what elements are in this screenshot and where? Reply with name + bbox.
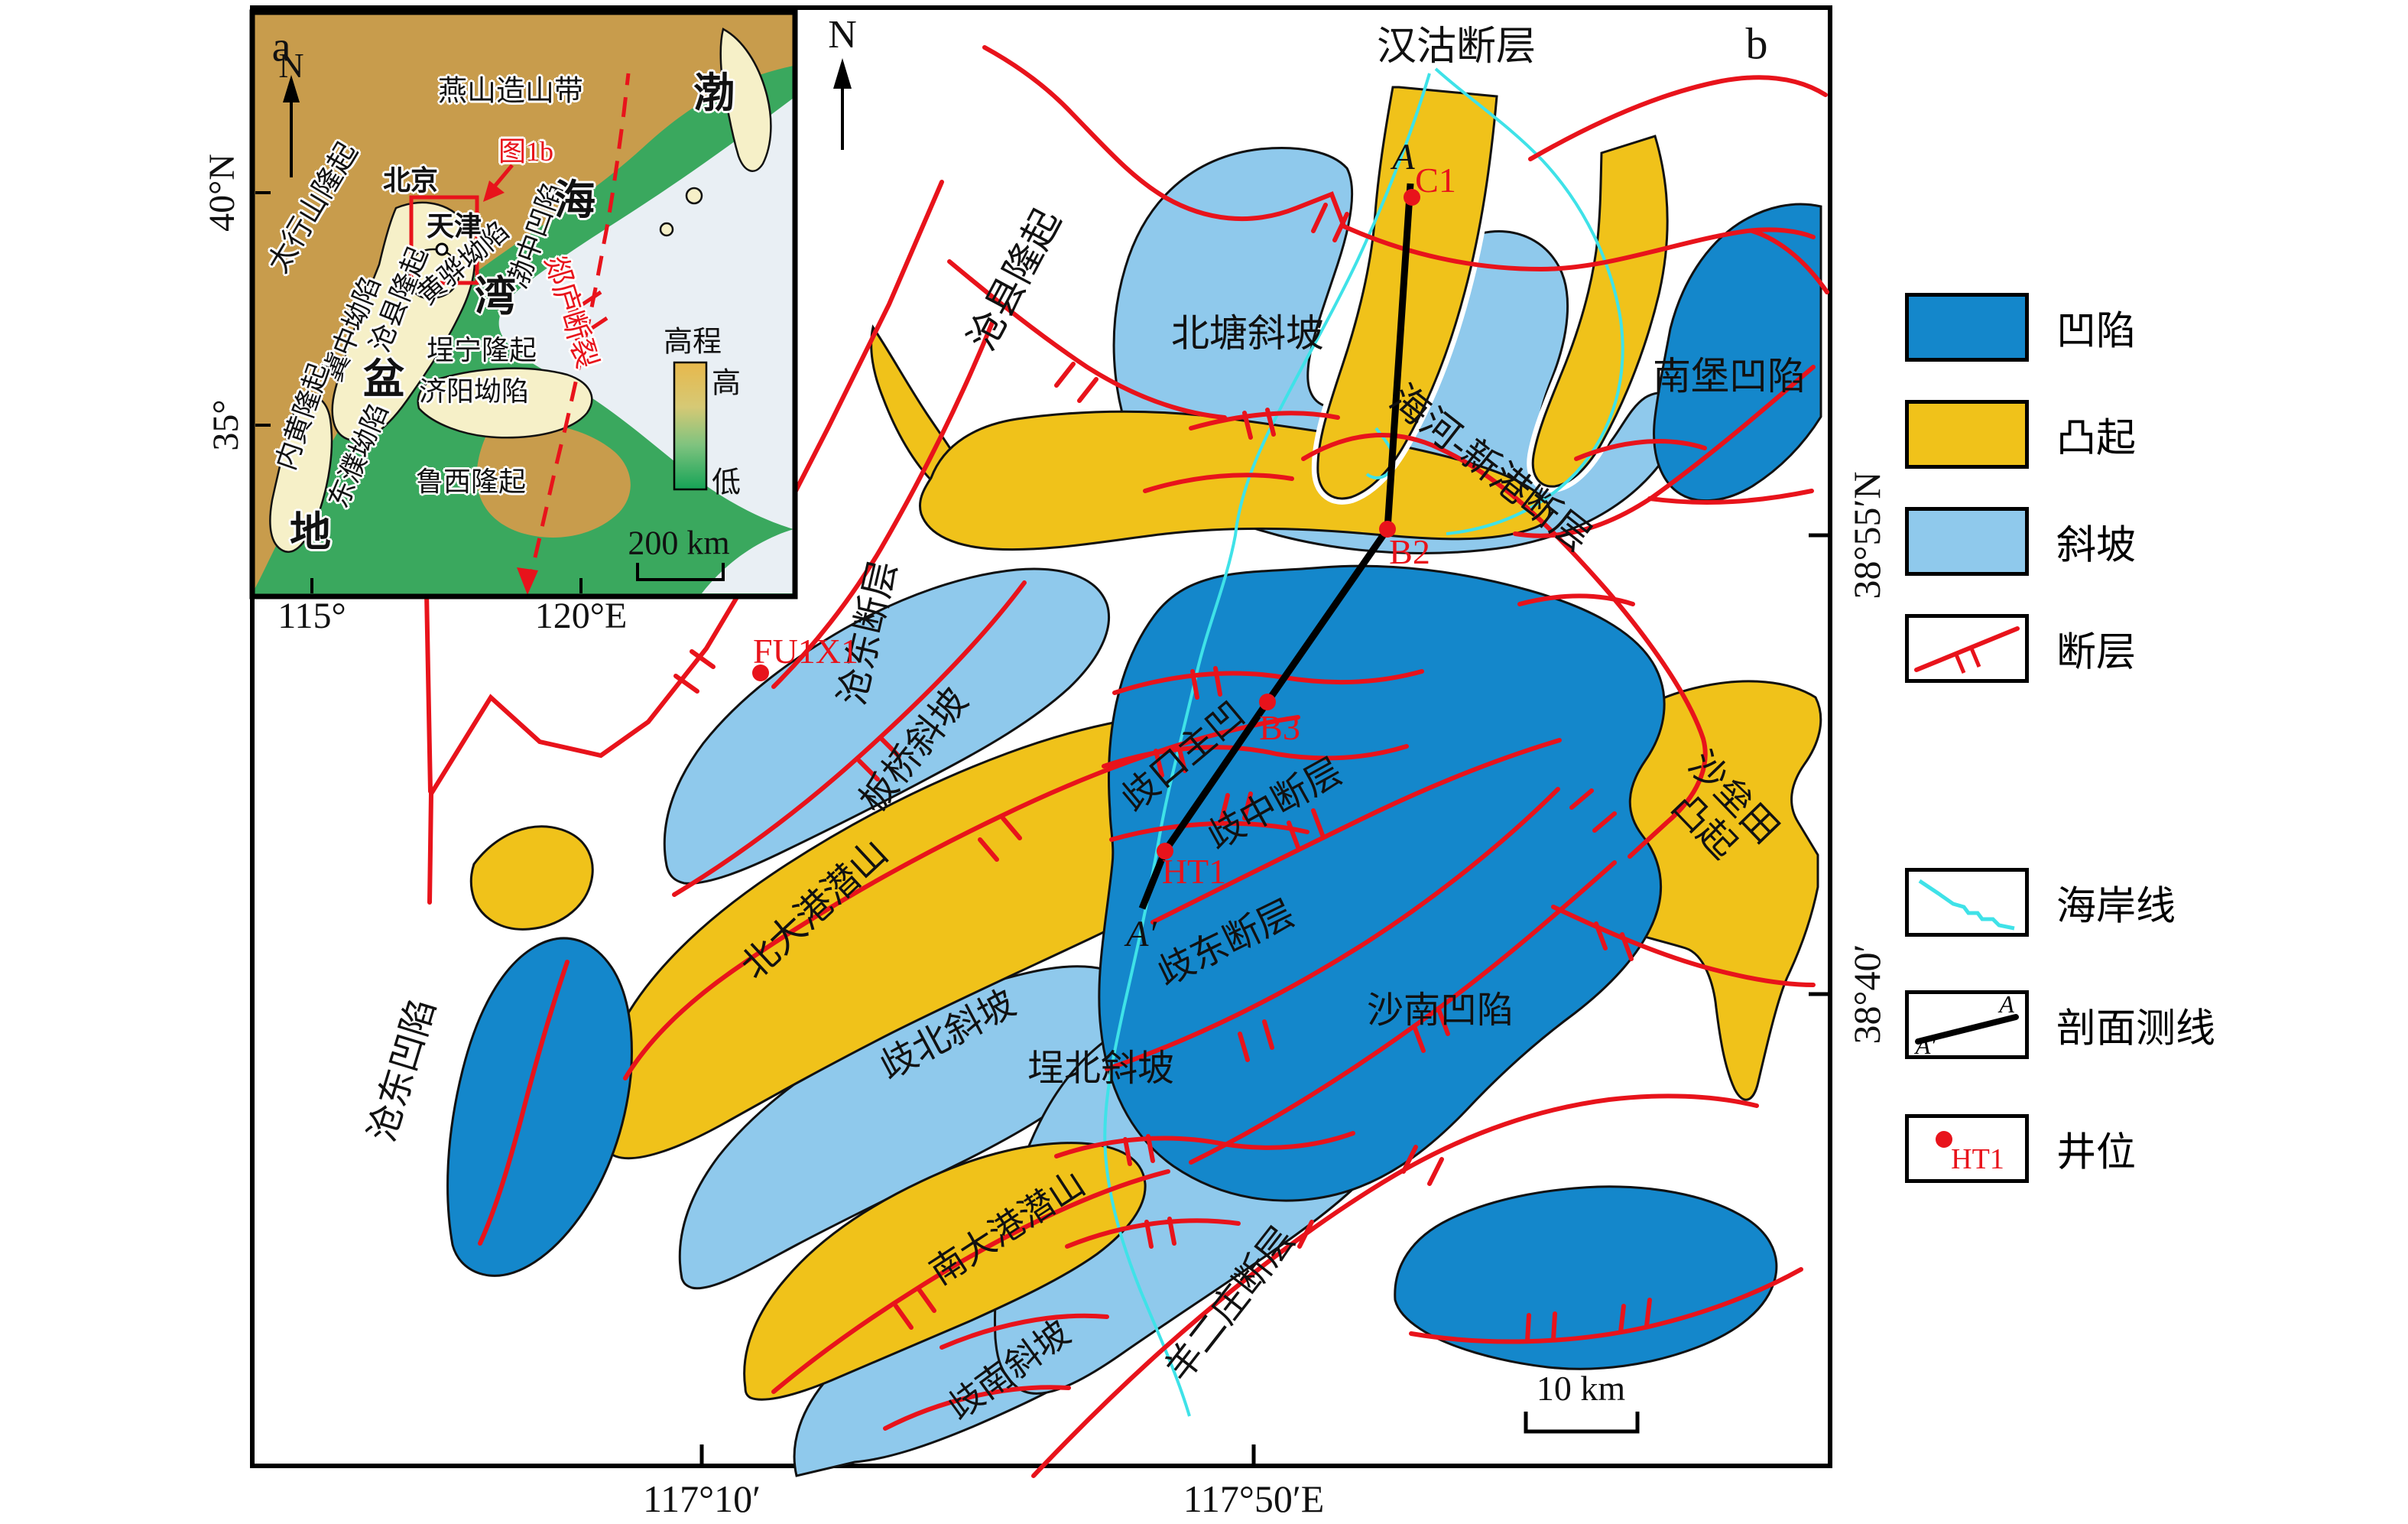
inset-cream-uplifts [269,28,772,553]
well-dot-c1 [1404,189,1420,206]
inset-axis-lon-left: 115° [277,596,346,637]
study-area-box [409,195,479,285]
well-symbol-icon: HT1 [1936,1131,2004,1175]
label-beijing: 北京 [382,164,439,196]
main-scalebar-label: 10 km [1536,1369,1626,1409]
legend-label-uplift: 凸起 [2056,417,2137,461]
north-label-main: N [828,12,857,57]
inset-border [249,9,798,600]
label-pen: 盆 [363,356,404,402]
beitang-yellow-prongs [1311,81,1674,505]
well-dot-ht1 [1157,843,1173,859]
label-hai: 海 [554,177,596,223]
axis-lat-bottom: 38°40′ [1845,944,1888,1045]
inset-axis-ticks [255,191,583,593]
label-bo: 渤 [693,70,735,116]
legend-label-depression: 凹陷 [2056,310,2137,354]
fault-lines [424,45,1829,1478]
inset-mountains [254,14,793,590]
profile-symbol-a-prime: A′ [1914,1032,1937,1055]
fault-symbol-icon [1914,626,2020,674]
well-label-fu1x1: FU1X1 [752,632,859,671]
qizhong-fault-line [1150,738,1562,924]
panel-b-label: b [1745,18,1768,69]
label-beitang-slope: 北塘斜坡 [1171,312,1324,355]
cangdong-fault-line [427,180,944,905]
figure-ref-arrow [483,164,514,202]
yangerzhuang-fault-line [1031,1093,1759,1478]
well-label-c1: C1 [1415,161,1456,200]
inset-axis-lat-top: 40°N [202,154,243,232]
haihe-xingang-fault-line [1301,433,1708,859]
label-yanshan: 燕山造山带 [437,75,584,108]
inset-axis-lat-bottom: 35° [206,399,247,451]
label-nanpu-sag: 南堡凹陷 [1653,355,1806,398]
axis-lon-left: 117°10′ [642,1477,761,1520]
inset-scalebar [636,563,725,581]
well-dot-fu1x1 [752,665,769,681]
label-wan: 湾 [475,273,516,320]
label-di: 地 [290,509,331,555]
legend-symbol-profile: A A′ [1905,990,2029,1059]
profile-end-label: A′ [1126,914,1157,955]
tianjin-city-marker [435,242,449,256]
main-map [250,5,1832,1478]
inset-map [249,9,798,600]
legend-swatch-uplift [1905,400,2029,469]
north-label-inset: N [278,46,304,86]
profile-symbol-icon: A A′ [1914,994,2019,1055]
profile-start-label: A [1392,137,1415,178]
main-axis-ticks [699,533,1829,1464]
inset-scalebar-label: 200 km [628,524,730,562]
profile-symbol-a: A [1997,994,2014,1018]
legend-swatch-slope [1905,507,2029,576]
north-arrow-inset [283,75,300,177]
colorbar-high: 高 [711,367,742,400]
well-label-b3: B3 [1259,708,1300,748]
legend-label-well: 井位 [2056,1131,2137,1175]
axis-lon-right: 117°50′E [1183,1477,1325,1520]
colorbar-title: 高程 [663,326,722,359]
hangu-fault-line [982,45,1816,272]
label-hangu-fault: 汉沽断层 [1376,24,1537,69]
tanlu-fault-line [517,73,631,595]
legend-symbol-coastline [1905,868,2029,937]
label-figure-ref: 图1b [498,135,554,167]
panel-a-label: a [271,23,291,71]
well-symbol-id: HT1 [1951,1143,2004,1175]
label-jiyang: 济阳坳陷 [418,375,530,407]
colorbar-low: 低 [711,466,742,499]
label-shanan-sag: 沙南凹陷 [1366,990,1514,1032]
legend-label-coastline: 海岸线 [2056,885,2176,929]
well-dot-b3 [1259,694,1276,710]
label-chengbei-slope: 埕北斜坡 [1027,1048,1175,1090]
inset-sea [498,98,793,529]
well-label-b2: B2 [1389,532,1430,572]
axis-lat-top: 38°55′N [1845,471,1888,600]
elevation-colorbar [673,361,708,491]
coastline-symbol-icon [1918,879,2015,931]
label-tianjin: 天津 [426,210,482,242]
legend-label-slope: 斜坡 [2056,524,2137,568]
well-dot-b2 [1379,521,1396,538]
legend-label-fault: 断层 [2056,631,2137,675]
main-scalebar [1524,1412,1640,1434]
label-chengning: 埕宁隆起 [426,334,537,366]
label-luxi: 鲁西隆起 [415,466,527,497]
qidong-fault-line [1105,787,1560,1071]
north-arrow-main [833,58,852,150]
legend-label-profile: 剖面测线 [2056,1007,2216,1051]
inset-axis-lon-right: 120°E [534,596,628,637]
legend-symbol-well: HT1 [1905,1114,2029,1183]
well-label-ht1: HT1 [1161,852,1227,892]
legend-swatch-depression [1905,293,2029,362]
well-dots [752,189,1420,859]
legend-symbol-fault [1905,614,2029,683]
